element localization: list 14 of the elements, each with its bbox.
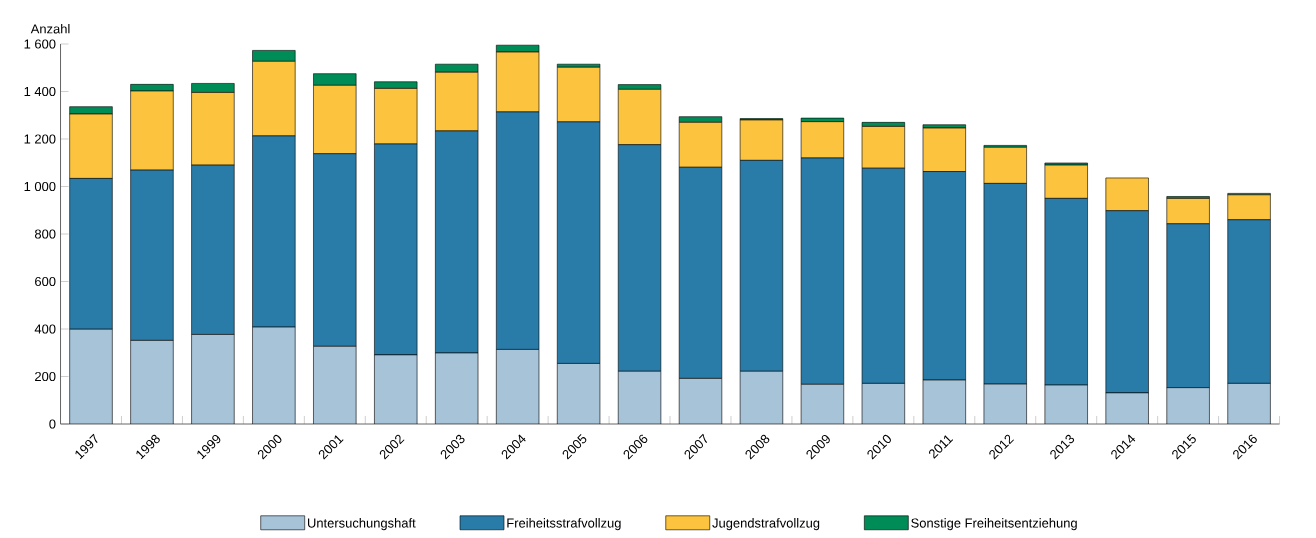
y-tick-label: 1 200 xyxy=(24,134,56,144)
y-tick-label: 1 600 xyxy=(24,39,56,49)
y-tick-label: 0 xyxy=(49,419,56,429)
legend-label: Untersuchungshaft xyxy=(308,518,416,531)
y-tick-label: 400 xyxy=(34,324,56,334)
y-tick-label: 1 400 xyxy=(24,86,56,97)
y-tick-label: 1 000 xyxy=(24,181,56,192)
y-tick-label: 600 xyxy=(35,276,56,287)
y-tick-label: 800 xyxy=(34,229,56,239)
legend-label: Sonstige Freiheitsentziehung xyxy=(911,518,1077,531)
y-tick-label: 200 xyxy=(35,371,56,382)
legend-label: Jugendstrafvollzug xyxy=(712,518,820,531)
legend-label: Freiheitsstrafvollzug xyxy=(507,518,621,531)
y-axis-title: Anzahl xyxy=(30,23,70,34)
